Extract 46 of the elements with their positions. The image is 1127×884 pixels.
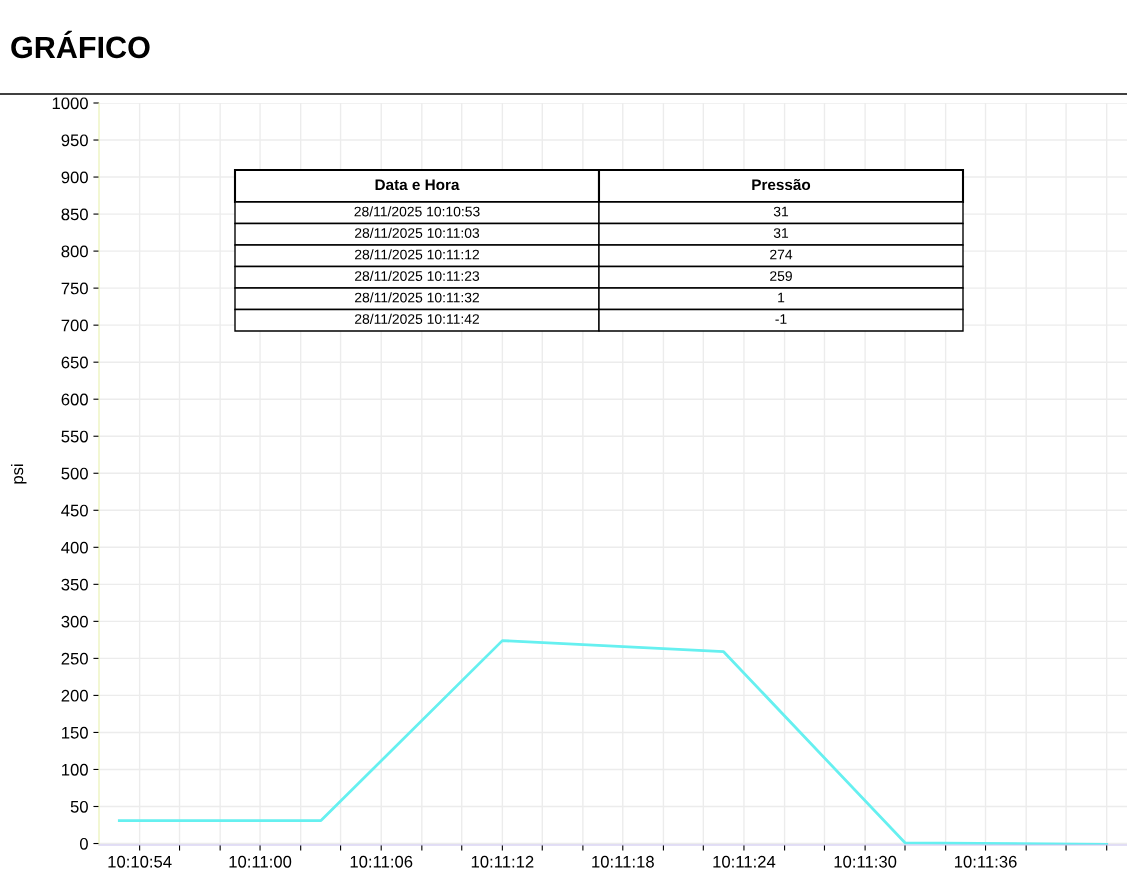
x-tick-label: 10:11:30 xyxy=(834,855,897,868)
x-tick-label: 10:11:18 xyxy=(592,855,654,868)
annotation: 28/11/2025 10:11:32 xyxy=(355,292,479,303)
y-tick-label: 100 xyxy=(62,763,88,776)
y-tick-label: 550 xyxy=(61,430,88,443)
y-tick-label: 450 xyxy=(61,504,88,517)
y-tick-label: 200 xyxy=(61,689,88,702)
y-tick-label: 500 xyxy=(61,467,88,480)
x-tick-label: 10:11:00 xyxy=(229,855,292,868)
annotation: 28/11/2025 10:11:23 xyxy=(355,270,480,281)
annotation: 28/11/2025 10:11:12 xyxy=(355,249,479,260)
y-tick-label: 950 xyxy=(61,134,88,147)
annotation: 31 xyxy=(773,228,789,238)
annotation: 259 xyxy=(770,271,792,281)
y-tick-label: 850 xyxy=(61,208,88,221)
y-tick-label: 600 xyxy=(61,393,88,406)
y-tick-label: 1000 xyxy=(52,97,88,110)
x-tick-label: 10:11:36 xyxy=(954,855,1017,868)
y-tick-label: 150 xyxy=(62,726,88,739)
x-tick-label: 10:11:12 xyxy=(471,855,534,868)
x-tick-label: 10:11:06 xyxy=(350,855,413,868)
annotation: -1 xyxy=(775,314,787,324)
annotation: 274 xyxy=(770,249,793,260)
chart-title: GRÁFICO xyxy=(11,30,150,59)
y-tick-label: 750 xyxy=(61,282,88,295)
y-tick-label: 900 xyxy=(61,171,88,184)
annotation: Data e Hora xyxy=(375,179,460,191)
annotation: 31 xyxy=(773,206,789,217)
annotation: 28/11/2025 10:10:53 xyxy=(354,206,480,217)
y-tick-label: 300 xyxy=(61,615,88,628)
y-tick-label: 0 xyxy=(79,837,88,850)
y-tick-label: 800 xyxy=(61,245,88,258)
x-tick-label: 10:10:54 xyxy=(108,855,172,868)
annotation: Pressão xyxy=(752,178,811,191)
y-tick-label: 250 xyxy=(61,652,88,665)
y-axis-title: psi xyxy=(10,464,27,484)
y-tick-label: 400 xyxy=(61,541,88,554)
annotation: 28/11/2025 10:11:03 xyxy=(355,227,480,238)
annotation: 28/11/2025 10:11:42 xyxy=(355,313,479,324)
annotation: 1 xyxy=(778,292,785,303)
y-tick-label: 50 xyxy=(70,800,88,813)
y-tick-label: 650 xyxy=(61,356,88,369)
line-series xyxy=(117,639,1109,845)
x-tick-label: 10:11:24 xyxy=(713,855,776,868)
y-tick-label: 700 xyxy=(61,319,88,332)
y-tick-label: 350 xyxy=(61,578,88,591)
